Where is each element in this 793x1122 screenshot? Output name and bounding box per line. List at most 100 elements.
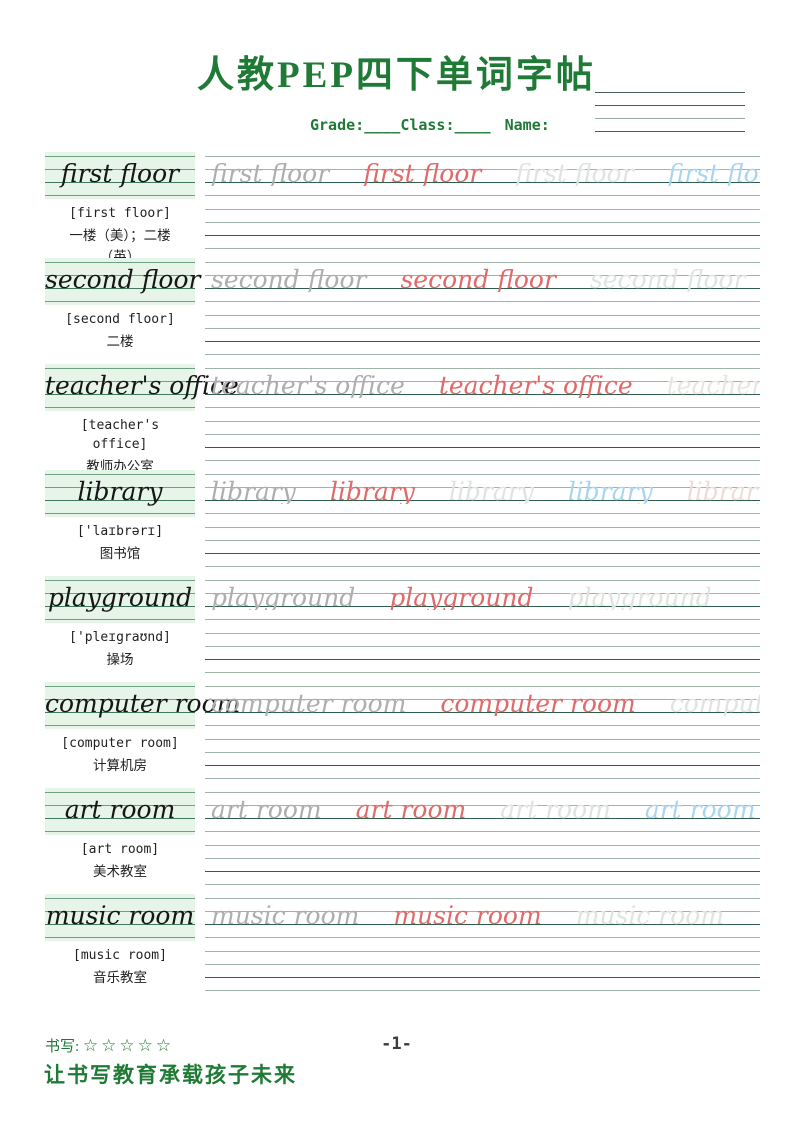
writing-guide-lines-empty[interactable] <box>205 421 760 461</box>
word-text: music room <box>45 901 195 930</box>
trace-word: second floor <box>589 267 746 292</box>
page-title: 人教PEP四下单词字帖 <box>197 55 596 96</box>
trace-row: computer room computer room computer roo… <box>211 691 760 716</box>
writing-guide-lines-empty[interactable] <box>205 633 760 673</box>
word-phonetic: ['laɪbrərɪ] <box>76 524 164 539</box>
practice-area: computer room computer room computer roo… <box>205 686 760 779</box>
trace-word: music room <box>393 903 542 928</box>
word-info: teacher's office [teacher's office] 教师办公… <box>45 364 239 478</box>
class-blank[interactable]: ____ <box>454 116 491 134</box>
practice-area: playground playground playground <box>205 580 760 673</box>
practice-area: library library library library library <box>205 474 760 567</box>
word-card-guides: playground <box>45 576 195 623</box>
trace-word: playground <box>389 585 534 610</box>
word-info: second floor [second floor] 二楼 <box>45 258 200 353</box>
trace-word: art room <box>500 797 611 822</box>
writing-guide-lines[interactable]: teacher's office teacher's office teache… <box>205 368 760 408</box>
trace-word: music room <box>575 903 725 928</box>
trace-word: library <box>329 479 415 504</box>
word-info: art room [art room] 美术教室 <box>45 788 195 883</box>
trace-word: computer room <box>440 691 636 716</box>
writing-guide-lines-empty[interactable] <box>205 315 760 355</box>
word-info: library ['laɪbrərɪ] 图书馆 <box>45 470 195 565</box>
writing-guide-lines[interactable]: first floor first floor first floor firs… <box>205 156 760 196</box>
word-row: teacher's office [teacher's office] 教师办公… <box>45 364 760 474</box>
rating-label: 书写: <box>45 1039 80 1055</box>
word-meaning: 美术教室 <box>93 863 147 879</box>
trace-row: teacher's office teacher's office teache… <box>211 373 760 398</box>
trace-word: music <box>758 903 760 928</box>
word-card-guides: teacher's office <box>45 364 239 411</box>
word-info: playground ['pleɪgraʊnd] 操场 <box>45 576 195 671</box>
word-row: second floor [second floor] 二楼 second fl… <box>45 258 760 368</box>
practice-area: second floor second floor second floor s… <box>205 262 760 355</box>
trace-word: first floor <box>667 161 760 186</box>
trace-row: art room art room art room art room art <box>211 797 760 822</box>
grade-blank[interactable]: ____ <box>364 116 401 134</box>
trace-word: teacher's office <box>438 373 633 398</box>
word-phonetic: [second floor] <box>65 312 175 327</box>
trace-row: second floor second floor second floor s… <box>211 267 760 292</box>
word-card-guides: second floor <box>45 258 200 305</box>
writing-guide-lines-empty[interactable] <box>205 739 760 779</box>
word-text: art room <box>64 795 176 824</box>
writing-guide-lines[interactable]: playground playground playground <box>205 580 760 620</box>
writing-guide-lines[interactable]: library library library library library <box>205 474 760 514</box>
trace-word: library <box>448 479 534 504</box>
writing-guide-lines-empty[interactable] <box>205 527 760 567</box>
trace-word: music room <box>211 903 360 928</box>
writing-guide-lines[interactable]: second floor second floor second floor s… <box>205 262 760 302</box>
trace-word: art room <box>644 797 756 822</box>
practice-area: first floor first floor first floor firs… <box>205 156 760 249</box>
word-row: computer room [computer room] 计算机房 compu… <box>45 682 760 792</box>
word-row: first floor [first floor] 一楼（美）；二楼 （英） f… <box>45 152 760 264</box>
name-label: Name: <box>504 116 550 134</box>
writing-rating: 书写: ☆☆☆☆☆ <box>45 1035 174 1056</box>
practice-area: art room art room art room art room art <box>205 792 760 885</box>
trace-row: playground playground playground <box>211 585 760 610</box>
word-text: first floor <box>60 159 180 188</box>
word-meaning: 操场 <box>106 651 134 667</box>
writing-guide-lines[interactable]: music room music room music room music <box>205 898 760 938</box>
word-phonetic: [art room] <box>80 842 160 857</box>
word-row: playground ['pleɪgraʊnd] 操场 playground p… <box>45 576 760 686</box>
word-card-guides: library <box>45 470 195 517</box>
word-info: music room [music room] 音乐教室 <box>45 894 195 989</box>
writing-guide-lines[interactable]: art room art room art room art room art <box>205 792 760 832</box>
word-meaning: 计算机房 <box>93 757 147 773</box>
word-meaning: 音乐教室 <box>93 969 147 985</box>
trace-word: art room <box>211 797 322 822</box>
trace-word: first floor <box>211 161 330 186</box>
class-label: Class: <box>400 116 455 134</box>
word-phonetic: ['pleɪgraʊnd] <box>69 630 171 645</box>
writing-guide-lines-empty[interactable] <box>205 951 760 991</box>
trace-word: teacher's office <box>211 373 405 398</box>
word-card-guides: art room <box>45 788 195 835</box>
word-meaning: 图书馆 <box>99 545 141 561</box>
trace-word: second floor <box>400 267 556 292</box>
word-text: playground <box>47 583 193 612</box>
writing-guide-lines[interactable]: computer room computer room computer roo… <box>205 686 760 726</box>
word-text: library <box>77 477 163 506</box>
writing-guide-lines-empty[interactable] <box>205 209 760 249</box>
writing-guide-lines-empty[interactable] <box>205 845 760 885</box>
word-meaning: 教师办公室 <box>86 458 154 474</box>
word-phonetic: [teacher's office] <box>80 418 160 452</box>
trace-row: library library library library library <box>211 479 760 504</box>
word-phonetic: [computer room] <box>61 736 179 751</box>
trace-word: playground <box>567 585 712 610</box>
name-writing-guides[interactable] <box>595 92 745 132</box>
word-phonetic: [first floor] <box>69 206 171 221</box>
footer-slogan: 让书写教育承载孩子未来 <box>44 1063 297 1087</box>
word-info: first floor [first floor] 一楼（美）；二楼 （英） <box>45 152 195 268</box>
trace-word: library <box>567 479 653 504</box>
word-card-guides: first floor <box>45 152 195 199</box>
word-row: art room [art room] 美术教室 art room art ro… <box>45 788 760 898</box>
word-text: computer room <box>45 689 241 718</box>
rating-stars: ☆☆☆☆☆ <box>82 1036 175 1055</box>
word-card-guides: music room <box>45 894 195 941</box>
trace-word: second floor <box>211 267 367 292</box>
word-info: computer room [computer room] 计算机房 <box>45 682 241 777</box>
trace-word: first floor <box>363 161 482 186</box>
word-row: music room [music room] 音乐教室 music room … <box>45 894 760 1004</box>
